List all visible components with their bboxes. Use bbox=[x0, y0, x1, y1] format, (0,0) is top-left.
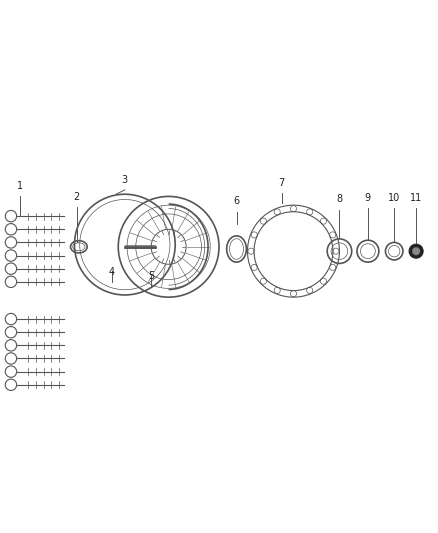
Text: 3: 3 bbox=[122, 175, 128, 184]
Text: 7: 7 bbox=[279, 177, 285, 188]
Text: 2: 2 bbox=[74, 192, 80, 202]
Text: 5: 5 bbox=[148, 271, 154, 281]
Text: 11: 11 bbox=[410, 193, 422, 203]
Text: 1: 1 bbox=[17, 181, 23, 191]
Text: 6: 6 bbox=[233, 197, 240, 206]
Text: 8: 8 bbox=[336, 195, 343, 204]
Text: 4: 4 bbox=[109, 266, 115, 277]
Text: 9: 9 bbox=[365, 193, 371, 203]
Circle shape bbox=[412, 247, 420, 255]
Circle shape bbox=[409, 244, 423, 258]
Text: 10: 10 bbox=[388, 193, 400, 203]
